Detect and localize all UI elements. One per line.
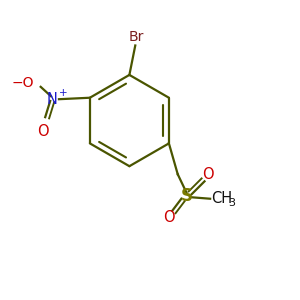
Text: +: + xyxy=(59,88,67,98)
Text: O: O xyxy=(38,124,49,139)
Text: CH: CH xyxy=(212,191,233,206)
Text: N: N xyxy=(46,92,58,107)
Text: O: O xyxy=(163,210,174,225)
Text: −O: −O xyxy=(11,76,34,90)
Text: S: S xyxy=(181,188,193,206)
Text: Br: Br xyxy=(129,30,144,44)
Text: 3: 3 xyxy=(229,198,236,208)
Text: O: O xyxy=(202,167,214,182)
